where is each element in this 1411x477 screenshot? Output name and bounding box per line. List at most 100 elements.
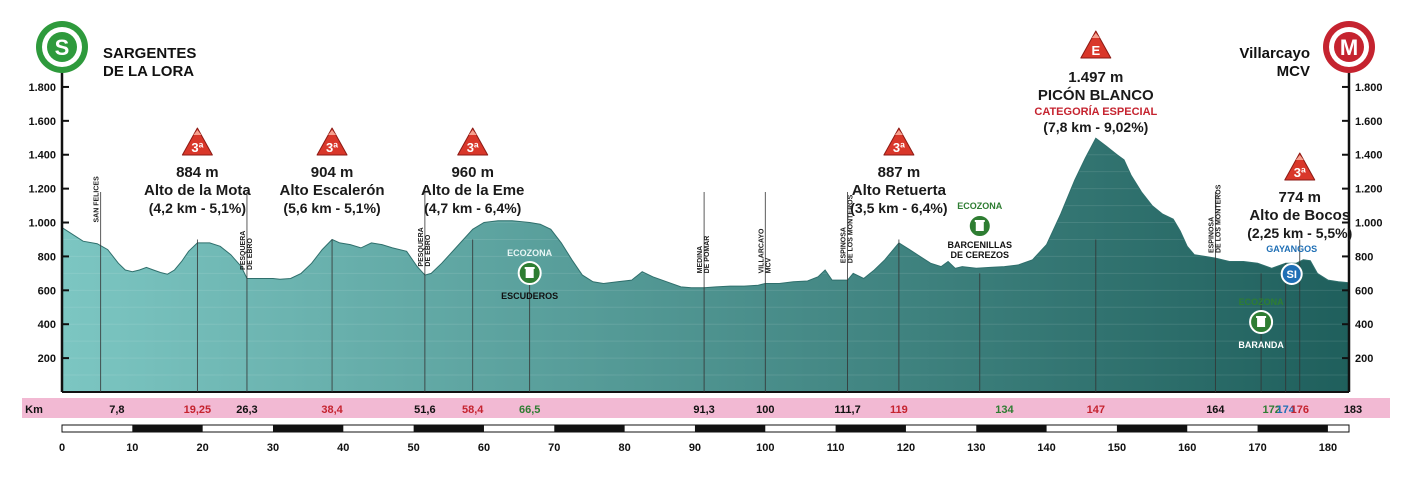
climb-category-text: 3ª: [893, 140, 905, 155]
km-bar-mark: 147: [1087, 404, 1105, 416]
place-label-line1: VILLARCAYO: [758, 228, 765, 273]
x-tick-label: 180: [1319, 442, 1337, 454]
x-tick-label: 20: [197, 442, 209, 454]
ecozone-name: BARANDA: [1238, 340, 1284, 350]
x-tick-label: 100: [756, 442, 774, 454]
y-tick-label-right: 800: [1355, 251, 1373, 263]
climb-category-text: 3ª: [467, 140, 479, 155]
mountain-snow-cap: [1295, 155, 1304, 160]
bin-lid-icon: [974, 220, 985, 222]
km-bar-mark: 51,6: [414, 404, 435, 416]
y-tick-label-right: 600: [1355, 285, 1373, 297]
scale-segment: [1116, 425, 1188, 432]
start-badge-core: [47, 32, 77, 62]
x-tick-label: 90: [689, 442, 701, 454]
finish-badge-letter: M: [1340, 35, 1358, 60]
place-label: ESPINOSA DE LOS MONTEROS: [1208, 184, 1222, 253]
scale-segment: [132, 425, 203, 432]
place-label: PESQUERA DE EBRO: [418, 227, 432, 266]
x-tick-label: 10: [126, 442, 138, 454]
climb-altitude: 887 m: [878, 164, 921, 181]
mountain-snow-cap: [1091, 33, 1100, 38]
sprint-label: GAYANGOS: [1266, 244, 1317, 254]
climb-badge: 3ª: [883, 127, 915, 156]
y-tick-label-right: 1.200: [1355, 184, 1383, 196]
y-tick-label-right: 200: [1355, 353, 1373, 365]
finish-badge: M: [1323, 21, 1375, 73]
climb-badge: 3ª: [1284, 152, 1316, 181]
summit-name: PICÓN BLANCO: [1038, 86, 1154, 104]
mountain-icon: [181, 127, 213, 156]
ecozone-name-line2: DE CEREZOS: [951, 250, 1010, 260]
place-label-line2: DE POMAR: [704, 236, 711, 274]
sprint-badge: [1280, 263, 1303, 285]
climb-name: Alto Escalerón: [280, 182, 385, 199]
km-bar-mark: 111,7: [834, 404, 860, 416]
climb-category-text: 3ª: [1294, 165, 1306, 180]
start-badge: S: [36, 21, 88, 73]
y-tick-label-left: 1.200: [28, 184, 56, 196]
bin-body-icon: [525, 269, 534, 278]
km-bar-mark: 134: [995, 404, 1014, 416]
x-tick-label: 50: [408, 442, 420, 454]
scale-segment: [1257, 425, 1328, 432]
climb-name: Alto de la Mota: [144, 182, 251, 199]
place-label-line2: DE LOS MONTEROS: [1215, 184, 1222, 253]
km-bar-mark: 183: [1344, 404, 1362, 416]
place-label-line1: ESPINOSA: [841, 227, 848, 263]
place-label: ESPINOSA DE LOS MONTEROS: [841, 194, 855, 263]
summit-detail: (7,8 km - 9,02%): [1043, 119, 1148, 135]
place-label-line2: DE LOS MONTEROS: [848, 194, 855, 263]
climb-badge: 3ª: [316, 127, 348, 156]
start-town-line2: DE LA LORA: [103, 63, 194, 80]
ecozone-title: ECOZONA: [957, 201, 1003, 211]
km-bar: [22, 398, 1390, 418]
scale-segment: [976, 425, 1047, 432]
x-tick-label: 30: [267, 442, 279, 454]
ecozone-title: ECOZONA: [1239, 297, 1285, 307]
scale-segment: [272, 425, 344, 432]
km-bar-mark: 172: [1262, 404, 1280, 416]
y-tick-label-left: 800: [38, 251, 56, 263]
x-tick-label: 40: [337, 442, 349, 454]
y-tick-label-right: 1.800: [1355, 82, 1383, 94]
km-bar-mark: 66,5: [519, 404, 540, 416]
sprint-badge-text: SI: [1287, 269, 1297, 281]
x-tick-label: 150: [1108, 442, 1126, 454]
climb-badge: 3ª: [181, 127, 213, 156]
climb-detail: (2,25 km - 5,5%): [1247, 225, 1352, 241]
finish-town-line1: Villarcayo: [1239, 45, 1310, 62]
summit-altitude: 1.497 m: [1068, 69, 1123, 86]
climb-name: Alto de la Eme: [421, 182, 524, 199]
y-tick-label-left: 1.600: [28, 116, 56, 128]
mountain-icon: [883, 127, 915, 156]
finish-town-line2: MCV: [1277, 63, 1310, 80]
start-badge-letter: S: [55, 35, 70, 60]
bin-lid-icon: [524, 267, 535, 269]
km-bar-mark: 7,8: [109, 404, 124, 416]
mountain-icon: [316, 127, 348, 156]
place-label: MEDINA DE POMAR: [697, 236, 711, 274]
summit-badge: E: [1080, 30, 1112, 59]
scale-segment: [835, 425, 906, 432]
climb-category-text: E: [1091, 43, 1100, 58]
x-tick-label: 130: [967, 442, 985, 454]
y-tick-label-left: 1.000: [28, 218, 56, 230]
place-label-line2: MCV: [765, 257, 772, 273]
y-tick-label-left: 1.800: [28, 82, 56, 94]
x-tick-label: 70: [548, 442, 560, 454]
km-bar-mark: 38,4: [321, 404, 343, 416]
start-town-line1: SARGENTES: [103, 45, 196, 62]
mountain-snow-cap: [468, 130, 477, 135]
x-tick-label: 0: [59, 442, 65, 454]
mountain-snow-cap: [328, 130, 337, 135]
climb-category-text: 3ª: [326, 140, 338, 155]
scale-segment: [554, 425, 625, 432]
climb-altitude: 960 m: [451, 164, 494, 181]
mountain-icon: [457, 127, 489, 156]
summit-category-label: CATEGORÍA ESPECIAL: [1034, 105, 1157, 118]
mountain-snow-cap: [193, 130, 202, 135]
climb-category-text: 3ª: [191, 140, 203, 155]
km-bar-mark: 58,4: [462, 404, 484, 416]
